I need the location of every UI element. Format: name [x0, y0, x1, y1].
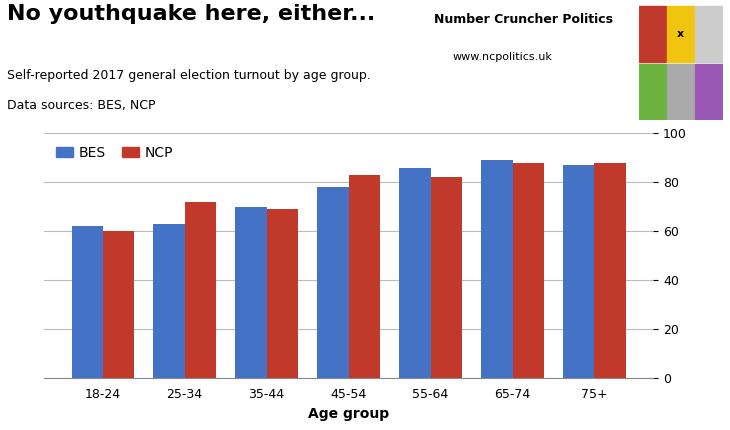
- Bar: [666, 6, 694, 62]
- X-axis label: Age group: Age group: [308, 407, 389, 421]
- Bar: [72, 227, 103, 378]
- Text: Data sources: BES, NCP: Data sources: BES, NCP: [7, 99, 155, 112]
- Text: x: x: [677, 29, 684, 39]
- Text: Number Cruncher Politics: Number Cruncher Politics: [434, 13, 613, 26]
- Bar: [399, 168, 431, 378]
- Bar: [431, 178, 461, 378]
- Bar: [185, 202, 216, 378]
- Bar: [266, 209, 298, 378]
- Bar: [639, 6, 666, 62]
- Text: No youthquake here, either...: No youthquake here, either...: [7, 4, 375, 25]
- Bar: [666, 64, 694, 120]
- Bar: [318, 187, 349, 378]
- Legend: BES, NCP: BES, NCP: [51, 140, 179, 166]
- Text: www.ncpolitics.uk: www.ncpolitics.uk: [453, 52, 553, 61]
- Bar: [695, 64, 722, 120]
- Bar: [564, 165, 594, 378]
- Bar: [236, 207, 266, 378]
- Bar: [481, 160, 512, 378]
- Bar: [594, 163, 626, 378]
- Bar: [695, 6, 722, 62]
- Text: Self-reported 2017 general election turnout by age group.: Self-reported 2017 general election turn…: [7, 69, 371, 82]
- Bar: [639, 64, 666, 120]
- Bar: [153, 224, 185, 378]
- Bar: [349, 175, 380, 378]
- Bar: [103, 231, 134, 378]
- Bar: [512, 163, 544, 378]
